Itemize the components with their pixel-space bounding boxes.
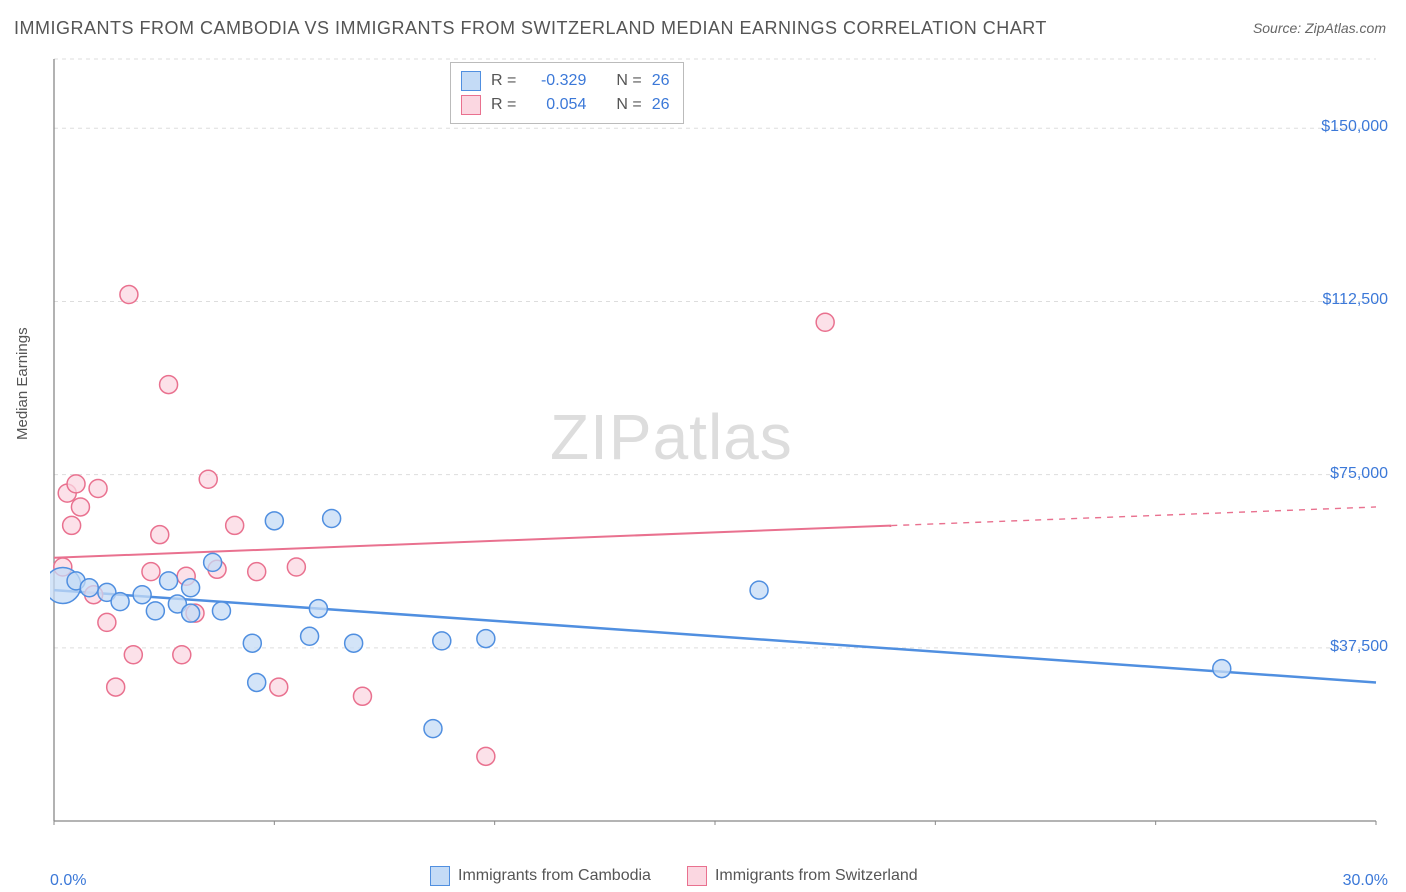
data-point-cambodia xyxy=(248,673,266,691)
r-label: R = xyxy=(491,69,516,93)
data-point-cambodia xyxy=(160,572,178,590)
data-point-switzerland xyxy=(89,479,107,497)
data-point-cambodia xyxy=(750,581,768,599)
source-credit: Source: ZipAtlas.com xyxy=(1253,20,1386,36)
y-tick-label: $150,000 xyxy=(1321,118,1388,136)
correlation-legend-row-switzerland: R = 0.054 N = 26 xyxy=(461,93,669,117)
data-point-switzerland xyxy=(816,313,834,331)
data-point-switzerland xyxy=(63,516,81,534)
y-axis-label: Median Earnings xyxy=(14,327,31,440)
n-value-switzerland: 26 xyxy=(652,93,670,117)
legend-swatch-cambodia xyxy=(430,866,450,886)
trend-line-switzerland xyxy=(54,526,891,558)
trend-line-switzerland-dashed xyxy=(891,507,1376,526)
data-point-cambodia xyxy=(477,630,495,648)
series-legend-label-switzerland: Immigrants from Switzerland xyxy=(715,867,918,885)
scatter-plot xyxy=(50,55,1380,825)
data-point-cambodia xyxy=(433,632,451,650)
data-point-cambodia xyxy=(309,600,327,618)
data-point-cambodia xyxy=(182,579,200,597)
data-point-switzerland xyxy=(199,470,217,488)
data-point-cambodia xyxy=(243,634,261,652)
data-point-cambodia xyxy=(265,512,283,530)
data-point-switzerland xyxy=(107,678,125,696)
data-point-switzerland xyxy=(287,558,305,576)
data-point-switzerland xyxy=(142,563,160,581)
source-prefix: Source: xyxy=(1253,20,1305,36)
n-label: N = xyxy=(616,69,641,93)
r-value-switzerland: 0.054 xyxy=(526,93,586,117)
correlation-legend: R = -0.329 N = 26 R = 0.054 N = 26 xyxy=(450,62,684,124)
data-point-cambodia xyxy=(301,627,319,645)
data-point-cambodia xyxy=(1213,660,1231,678)
data-point-cambodia xyxy=(323,510,341,528)
data-point-cambodia xyxy=(424,720,442,738)
n-label: N = xyxy=(616,93,641,117)
series-legend-item-switzerland: Immigrants from Switzerland xyxy=(687,866,918,886)
n-value-cambodia: 26 xyxy=(652,69,670,93)
data-point-cambodia xyxy=(204,553,222,571)
source-name: ZipAtlas.com xyxy=(1305,20,1386,36)
legend-swatch-switzerland xyxy=(687,866,707,886)
data-point-switzerland xyxy=(477,747,495,765)
data-point-switzerland xyxy=(98,613,116,631)
legend-swatch-cambodia xyxy=(461,71,481,91)
data-point-switzerland xyxy=(226,516,244,534)
data-point-cambodia xyxy=(212,602,230,620)
data-point-switzerland xyxy=(67,475,85,493)
chart-title: IMMIGRANTS FROM CAMBODIA VS IMMIGRANTS F… xyxy=(14,18,1047,39)
data-point-switzerland xyxy=(71,498,89,516)
data-point-cambodia xyxy=(146,602,164,620)
series-legend-label-cambodia: Immigrants from Cambodia xyxy=(458,867,651,885)
data-point-cambodia xyxy=(80,579,98,597)
x-tick-label: 0.0% xyxy=(50,872,86,890)
correlation-legend-row-cambodia: R = -0.329 N = 26 xyxy=(461,69,669,93)
r-value-cambodia: -0.329 xyxy=(526,69,586,93)
series-legend: Immigrants from Cambodia Immigrants from … xyxy=(430,866,918,886)
y-tick-label: $37,500 xyxy=(1330,638,1388,656)
data-point-switzerland xyxy=(151,526,169,544)
data-point-cambodia xyxy=(133,586,151,604)
y-tick-label: $112,500 xyxy=(1322,291,1388,309)
data-point-switzerland xyxy=(160,376,178,394)
data-point-switzerland xyxy=(124,646,142,664)
data-point-switzerland xyxy=(173,646,191,664)
data-point-cambodia xyxy=(111,593,129,611)
data-point-switzerland xyxy=(353,687,371,705)
x-tick-label: 30.0% xyxy=(1343,872,1388,890)
data-point-cambodia xyxy=(345,634,363,652)
series-legend-item-cambodia: Immigrants from Cambodia xyxy=(430,866,651,886)
chart-container: IMMIGRANTS FROM CAMBODIA VS IMMIGRANTS F… xyxy=(0,0,1406,892)
data-point-switzerland xyxy=(248,563,266,581)
legend-swatch-switzerland xyxy=(461,95,481,115)
r-label: R = xyxy=(491,93,516,117)
data-point-switzerland xyxy=(270,678,288,696)
y-tick-label: $75,000 xyxy=(1330,465,1388,483)
data-point-switzerland xyxy=(120,286,138,304)
data-point-cambodia xyxy=(182,604,200,622)
